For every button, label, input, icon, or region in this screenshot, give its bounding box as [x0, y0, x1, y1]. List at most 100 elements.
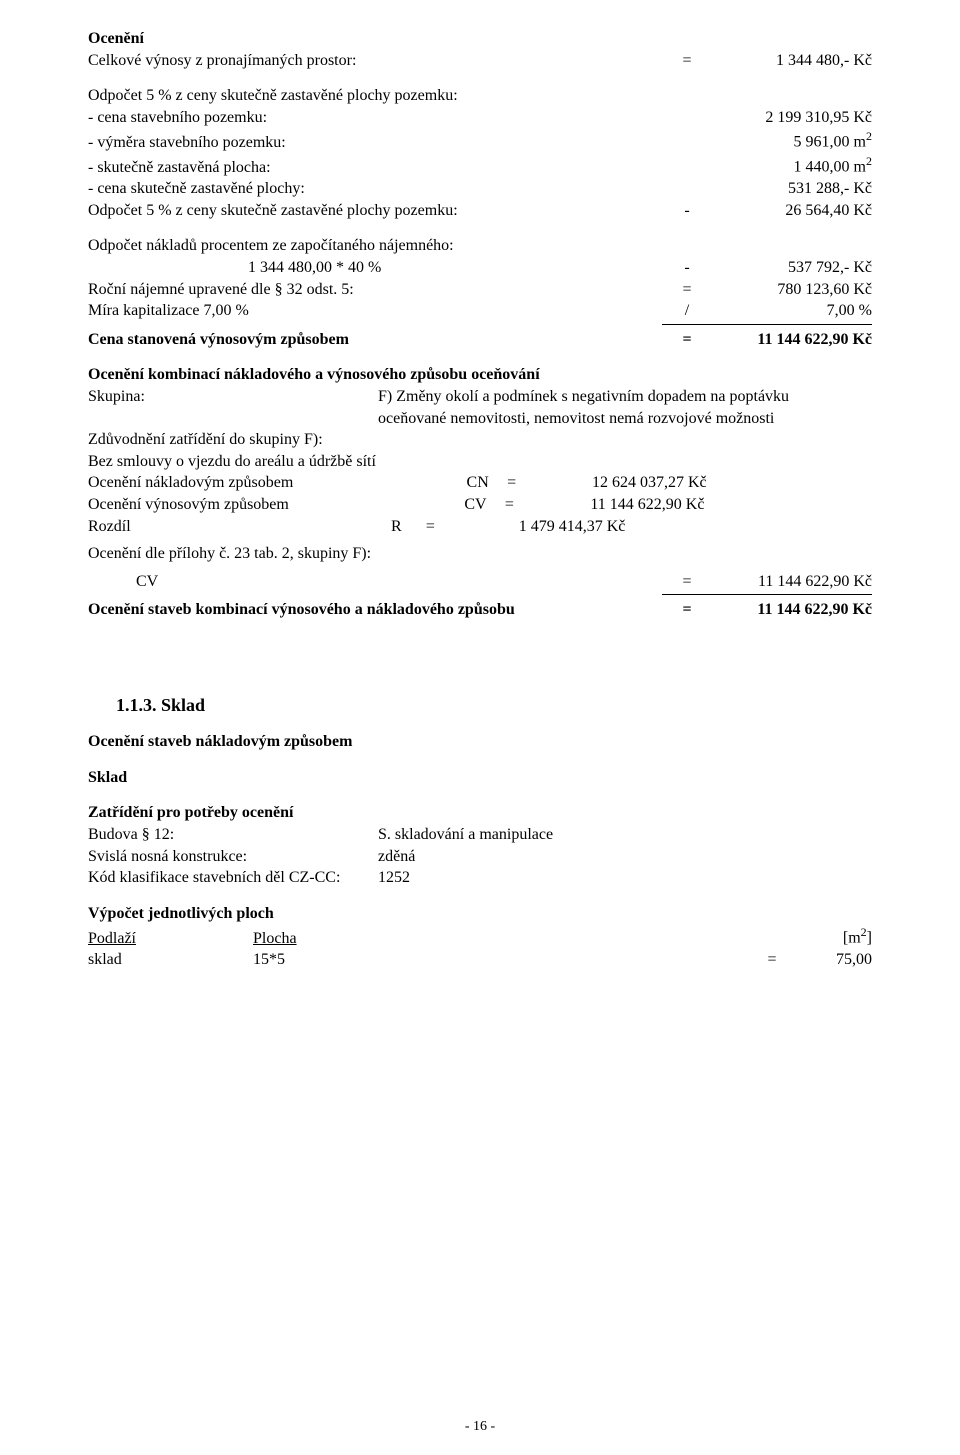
eq: =	[494, 494, 524, 516]
sup: 2	[866, 154, 872, 168]
val-text: 5 961,00 m	[794, 134, 866, 151]
label: Ocenění staveb kombinací výnosového a ná…	[88, 599, 672, 621]
eq: =	[672, 599, 702, 621]
odp-naklad-calc: 1 344 480,00 * 40 % - 537 792,- Kč	[88, 257, 872, 279]
zrow-0: Budova § 12: S. skladování a manipulace	[88, 824, 872, 846]
label-text: 1 344 480,00 * 40 %	[248, 259, 381, 276]
skupina-label: Skupina:	[88, 386, 378, 408]
odp5-title: Odpočet 5 % z ceny skutečně zastavěné pl…	[88, 85, 872, 107]
value: 26 564,40 Kč	[702, 200, 872, 222]
ocn-row: Ocenění nákladovým způsobem CN = 12 624 …	[88, 472, 872, 494]
value: 5 961,00 m2	[702, 128, 872, 153]
plocha-header: Podlaží Plocha [m2]	[88, 924, 872, 949]
komb-title: Ocenění kombinací nákladového a výnosové…	[88, 364, 872, 386]
zrow-2: Kód klasifikace stavebních děl CZ-CC: 12…	[88, 867, 872, 889]
eq: -	[672, 257, 702, 279]
sum-divider	[662, 324, 872, 325]
rozdil-row: Rozdíl R = 1 479 414,37 Kč	[88, 516, 872, 538]
key: Kód klasifikace stavebních děl CZ-CC:	[88, 867, 378, 889]
value: 12 624 037,27 Kč	[527, 472, 707, 494]
value: 11 144 622,90 Kč	[702, 599, 872, 621]
sym: R	[377, 516, 415, 538]
label: - skutečně zastavěná plocha:	[88, 157, 672, 179]
eq: =	[672, 50, 702, 72]
oceneni-priloha: Ocenění dle přílohy č. 23 tab. 2, skupin…	[88, 543, 872, 565]
heading-oceneni: Ocenění	[88, 28, 872, 50]
plocha-row: sklad 15*5 = 75,00	[88, 949, 872, 971]
label: Ocenění nákladovým způsobem	[88, 472, 459, 494]
cv-line: CV = 11 144 622,90 Kč	[88, 571, 872, 593]
label: - výměra stavebního pozemku:	[88, 132, 672, 154]
sym: CN	[459, 472, 497, 494]
value: 11 144 622,90 Kč	[702, 329, 872, 351]
odp5-row-2: - skutečně zastavěná plocha: 1 440,00 m2	[88, 153, 872, 178]
eq: =	[672, 571, 702, 593]
odp5-row-1: - výměra stavebního pozemku: 5 961,00 m2	[88, 128, 872, 153]
rocni-najemne: Roční nájemné upravené dle § 32 odst. 5:…	[88, 279, 872, 301]
label: Odpočet 5 % z ceny skutečně zastavěné pl…	[88, 200, 672, 222]
section-number: 1.1.3. Sklad	[116, 693, 872, 717]
sym: CV	[456, 494, 494, 516]
page-number: - 16 -	[0, 1418, 960, 1437]
label: Cena stanovená výnosovým způsobem	[88, 329, 672, 351]
vypocet-heading: Výpočet jednotlivých ploch	[88, 903, 872, 925]
value: 531 288,- Kč	[702, 178, 872, 200]
row-total-income: Celkové výnosy z pronajímaných prostor: …	[88, 50, 872, 72]
val: zděná	[378, 846, 872, 868]
value: 1 440,00 m2	[702, 153, 872, 178]
col-podlazi: Podlaží	[88, 928, 253, 950]
col-plocha: Plocha	[253, 928, 752, 950]
eq: =	[672, 329, 702, 351]
val: 1252	[378, 867, 872, 889]
odp5-sum: Odpočet 5 % z ceny skutečně zastavěné pl…	[88, 200, 872, 222]
zatrideni-heading: Zatřídění pro potřeby ocenění	[88, 802, 872, 824]
sum-divider	[662, 594, 872, 595]
text: Plocha	[253, 930, 297, 947]
label: 1 344 480,00 * 40 %	[88, 257, 672, 279]
hr-row-2	[88, 592, 872, 599]
komb-total: Ocenění staveb kombinací výnosového a ná…	[88, 599, 872, 621]
value: 1 479 414,37 Kč	[445, 516, 625, 538]
bez-smlouvy: Bez smlouvy o vjezdu do areálu a údržbě …	[88, 451, 872, 473]
value: 537 792,- Kč	[702, 257, 872, 279]
col-podlazi: sklad	[88, 949, 253, 971]
eq: =	[497, 472, 527, 494]
ocv-row: Ocenění výnosovým způsobem CV = 11 144 6…	[88, 494, 872, 516]
label: - cena stavebního pozemku:	[88, 107, 672, 129]
eq: =	[415, 516, 445, 538]
mira-kapitalizace: Míra kapitalizace 7,00 % / 7,00 %	[88, 300, 872, 322]
label: CV	[88, 571, 672, 593]
col-unit: [m2]	[792, 924, 872, 949]
zduvodneni: Zdůvodnění zatřídění do skupiny F):	[88, 429, 872, 451]
label: - cena skutečně zastavěné plochy:	[88, 178, 672, 200]
zrow-1: Svislá nosná konstrukce: zděná	[88, 846, 872, 868]
key: Svislá nosná konstrukce:	[88, 846, 378, 868]
eq: -	[672, 200, 702, 222]
value: 11 144 622,90 Kč	[702, 571, 872, 593]
hr-row	[88, 322, 872, 329]
eq: /	[672, 300, 702, 322]
cena-vynos: Cena stanovená výnosovým způsobem = 11 1…	[88, 329, 872, 351]
label: Míra kapitalizace 7,00 %	[88, 300, 672, 322]
text: Podlaží	[88, 930, 136, 947]
odp5-row-3: - cena skutečně zastavěné plochy: 531 28…	[88, 178, 872, 200]
naklad-title: Ocenění staveb nákladovým způsobem	[88, 731, 872, 753]
sklad-heading: Sklad	[88, 767, 872, 789]
odp-naklad-title: Odpočet nákladů procentem ze započítanéh…	[88, 235, 872, 257]
col-plocha: 15*5	[253, 949, 752, 971]
sup: 2	[866, 129, 872, 143]
label: Ocenění výnosovým způsobem	[88, 494, 456, 516]
eq: =	[672, 279, 702, 301]
skupina: Skupina: F) Změny okolí a podmínek s neg…	[88, 386, 872, 429]
skupina-text: F) Změny okolí a podmínek s negativním d…	[378, 386, 808, 429]
key: Budova § 12:	[88, 824, 378, 846]
val: S. skladování a manipulace	[378, 824, 872, 846]
value: 11 144 622,90 Kč	[524, 494, 704, 516]
value: 7,00 %	[702, 300, 872, 322]
val-text: 1 440,00 m	[794, 159, 866, 176]
value: 1 344 480,- Kč	[702, 50, 872, 72]
odp5-row-0: - cena stavebního pozemku: 2 199 310,95 …	[88, 107, 872, 129]
page: Ocenění Celkové výnosy z pronajímaných p…	[0, 0, 960, 1455]
label: Roční nájemné upravené dle § 32 odst. 5:	[88, 279, 672, 301]
value: 780 123,60 Kč	[702, 279, 872, 301]
